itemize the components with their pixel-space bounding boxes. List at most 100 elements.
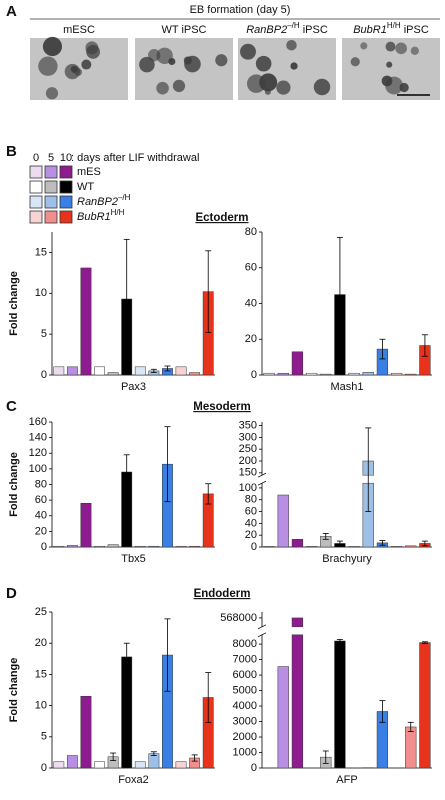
label-part: H/H	[111, 208, 125, 217]
bar	[348, 372, 360, 376]
error-bar	[407, 721, 414, 733]
legend-day: 0	[33, 152, 39, 164]
bar	[94, 366, 105, 376]
y-tick-label: 20	[35, 525, 47, 537]
section-title: Ectoderm	[195, 212, 248, 224]
embryoid-body	[38, 56, 58, 76]
y-tick-label: 568000	[220, 612, 257, 624]
bar	[277, 372, 289, 376]
embryoid-body	[286, 39, 297, 51]
panel-label: D	[6, 585, 17, 602]
x-label: Brachyury	[322, 553, 372, 565]
label-part: –/H	[118, 193, 131, 202]
y-tick-label: 150	[239, 467, 257, 479]
error-bar	[205, 483, 212, 505]
y-tick-label: 20	[245, 333, 257, 345]
y-tick-label: 5000	[233, 684, 257, 696]
bar	[134, 545, 146, 548]
rich-label: mESC	[63, 24, 95, 36]
bar	[291, 617, 304, 628]
y-tick-label: 0	[41, 541, 47, 553]
error-bar	[150, 751, 157, 756]
y-tick-label: 80	[245, 226, 257, 238]
error-bar	[379, 700, 386, 723]
bar	[53, 761, 65, 769]
error-bar	[150, 368, 157, 373]
y-tick-label: 20	[35, 637, 47, 649]
y-tick-label: 100	[239, 482, 257, 494]
label-part: –/H	[287, 21, 300, 30]
embryoid-body	[42, 36, 63, 57]
y-tick-label: 120	[29, 447, 47, 459]
y-tick-label: 6000	[233, 669, 257, 681]
y-tick-label: 5	[41, 328, 47, 340]
legend-day: 10	[60, 152, 72, 164]
x-label: Tbx5	[121, 553, 145, 565]
bar	[405, 373, 417, 376]
bar	[334, 640, 346, 769]
x-label: Foxa2	[118, 774, 149, 786]
label-part: mES	[77, 166, 101, 178]
error-bar	[336, 236, 343, 353]
x-label: AFP	[336, 774, 357, 786]
bar	[107, 372, 119, 376]
y-tick-label: 10	[35, 700, 47, 712]
embryoid-body	[264, 88, 271, 95]
y-tick-label: 40	[35, 510, 47, 522]
embryoid-body	[395, 42, 407, 55]
y-tick-label: 300	[239, 431, 257, 443]
bar	[277, 494, 289, 548]
bar	[66, 366, 78, 376]
y-tick-label: 80	[245, 494, 257, 506]
bar	[291, 634, 304, 769]
axis-break	[257, 480, 267, 486]
bar	[305, 546, 318, 548]
bar	[305, 372, 318, 376]
embryoid-body	[184, 55, 201, 73]
panel-title: EB formation (day 5)	[190, 4, 291, 16]
y-tick-label: 60	[245, 262, 257, 274]
bar	[263, 372, 275, 376]
bar	[175, 761, 187, 769]
y-tick-label: 0	[251, 369, 257, 381]
rich-label: WT iPSC	[161, 24, 206, 36]
error-bar	[421, 334, 428, 357]
y-tick-label: 5	[41, 731, 47, 743]
embryoid-body	[276, 80, 291, 95]
embryoid-body	[410, 46, 419, 55]
y-tick-label: 0	[251, 762, 257, 774]
embryoid-body	[255, 55, 272, 72]
bar	[189, 372, 201, 376]
section-title: Endoderm	[194, 588, 251, 600]
y-label: Fold change	[8, 452, 20, 517]
y-tick-label: 4000	[233, 700, 257, 712]
error-bar	[365, 427, 372, 512]
section-title: Mesoderm	[193, 401, 251, 413]
y-tick-label: 80	[35, 478, 47, 490]
bar	[94, 761, 105, 769]
y-tick-label: 100	[29, 463, 47, 475]
y-tick-label: 0	[251, 541, 257, 553]
legend-swatch	[29, 210, 43, 224]
error-bar	[336, 639, 343, 643]
rich-label: BubR1H/H iPSC	[353, 21, 429, 36]
y-tick-label: 7000	[233, 653, 257, 665]
y-tick-label: 200	[239, 455, 257, 467]
x-label: Mash1	[330, 381, 363, 393]
legend-swatch	[29, 165, 43, 179]
bar	[107, 544, 119, 548]
bar	[175, 545, 187, 548]
error-bar	[123, 238, 130, 360]
bar	[80, 503, 92, 548]
label-part: WT iPSC	[161, 24, 206, 36]
bar	[405, 726, 417, 769]
legend-swatch	[59, 180, 73, 194]
y-tick-label: 3000	[233, 715, 257, 727]
error-bar	[205, 672, 212, 723]
y-tick-label: 25	[35, 606, 47, 618]
error-bar	[421, 641, 428, 644]
bar	[320, 373, 332, 376]
error-bar	[164, 426, 171, 503]
error-bar	[123, 454, 130, 490]
